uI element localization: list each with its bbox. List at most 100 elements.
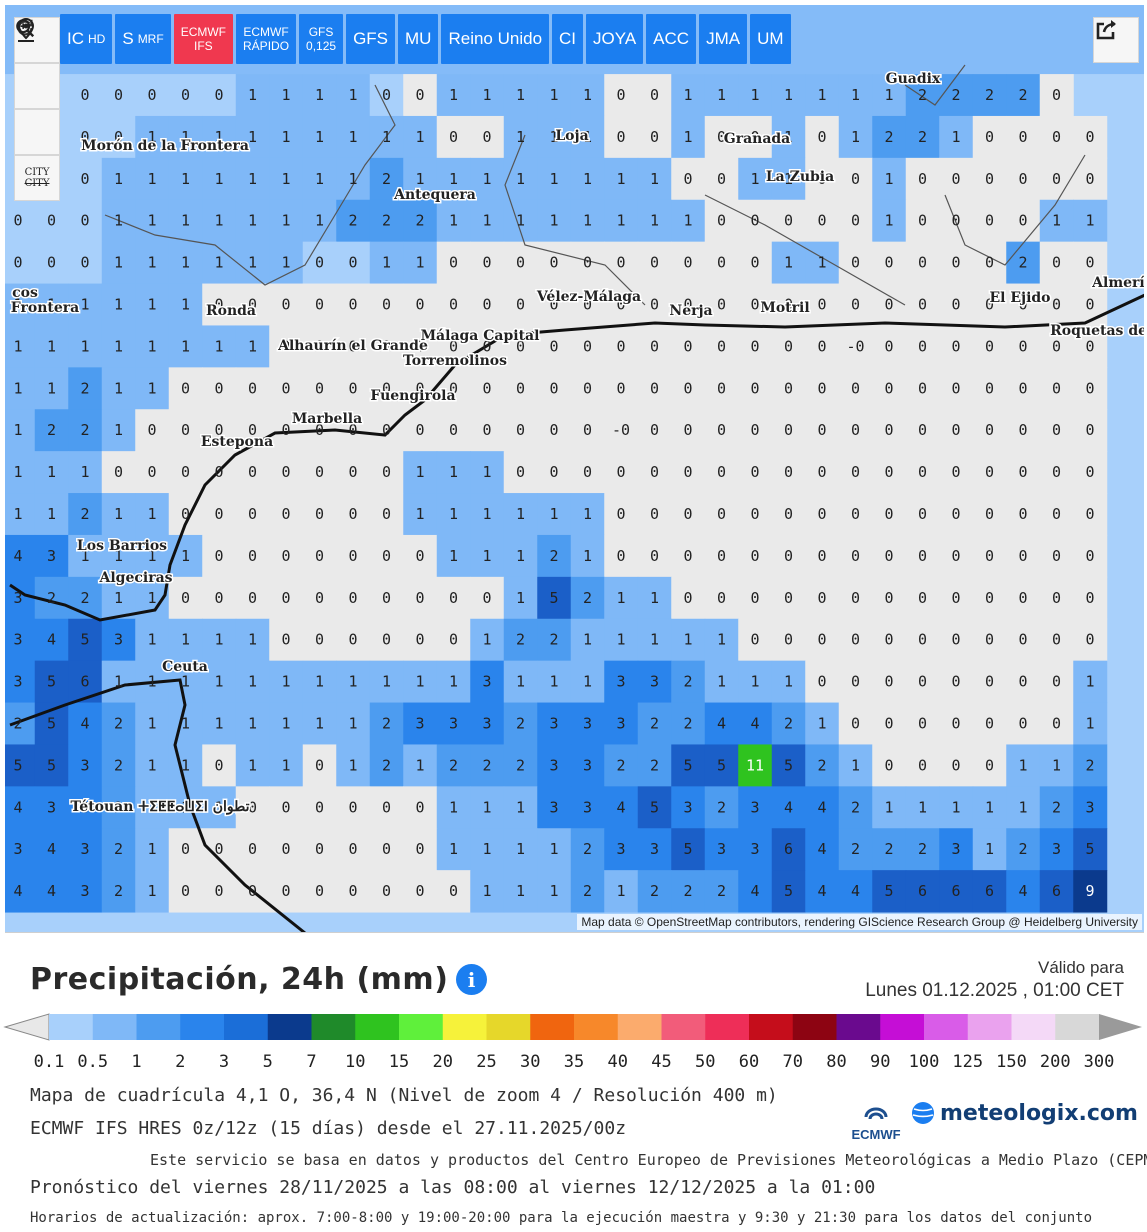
grid-value: 0 [650, 296, 659, 314]
precip-cell [838, 409, 873, 452]
grid-value: 0 [449, 296, 458, 314]
grid-value: 0 [717, 296, 726, 314]
place-label[interactable]: Los Barrios [75, 537, 168, 556]
grid-value: 0 [516, 296, 525, 314]
place-label[interactable]: Ronda [204, 302, 257, 321]
precip-cell [302, 325, 337, 368]
grid-value: 0 [315, 379, 324, 397]
model-button-2[interactable]: ECMWF IFS [173, 14, 234, 64]
place-label[interactable]: Guadix [884, 70, 942, 89]
model-button-9[interactable]: JOYA [586, 14, 644, 64]
place-label[interactable]: Alhaurín el Grande [276, 337, 430, 356]
precip-cell [738, 618, 773, 662]
model-label: Reino Unido [448, 29, 543, 48]
place-label[interactable]: Málaga Capital [419, 327, 541, 346]
precip-cell [269, 241, 304, 285]
place-label[interactable]: Morón de la Frontera [80, 137, 251, 156]
model-button-10[interactable]: ACC [646, 14, 697, 64]
precip-cell [805, 618, 840, 662]
precip-cell [637, 660, 672, 704]
grid-value: 1 [382, 673, 391, 691]
grid-value: 0 [415, 798, 424, 816]
precip-cell [135, 241, 170, 285]
grid-value: 1 [449, 170, 458, 188]
place-label[interactable]: Fuengirola [369, 387, 457, 406]
precip-cell [637, 451, 672, 494]
grid-value: 1 [181, 254, 190, 272]
place-label[interactable]: Roquetas de Mar [1049, 322, 1144, 341]
place-label[interactable]: Marbella [290, 410, 363, 429]
precip-cell [939, 283, 974, 326]
model-button-12[interactable]: UM [750, 14, 791, 64]
model-button-1[interactable]: S MRF [115, 14, 171, 64]
model-button-4[interactable]: GFS 0,125 [299, 14, 344, 64]
precip-cell [771, 618, 806, 662]
precip-cell [570, 325, 605, 368]
grid-value: 1 [181, 715, 190, 733]
grid-value: 0 [750, 212, 759, 230]
place-label[interactable]: Nerja [668, 302, 714, 321]
place-label[interactable]: Granada [722, 130, 792, 149]
precip-cell [135, 367, 170, 410]
precip-cell [537, 74, 572, 117]
place-label[interactable]: Torremolinos [402, 352, 509, 371]
model-button-0[interactable]: IC HD [60, 14, 113, 64]
place-label[interactable]: Ceuta [161, 658, 210, 677]
grid-value: 0 [616, 86, 625, 104]
model-button-3[interactable]: ECMWF RÁPIDO [236, 14, 297, 64]
precip-cell [1073, 325, 1108, 368]
grid-value: 0 [717, 463, 726, 481]
precip-cell [570, 828, 605, 871]
place-label[interactable]: Antequera [392, 186, 478, 205]
grid-value: 0 [717, 505, 726, 523]
place-label[interactable]: La Zubia [764, 168, 835, 187]
precip-cell [269, 660, 304, 704]
grid-value: 0 [985, 170, 994, 188]
scale-tick-label: 60 [738, 1052, 760, 1072]
place-label[interactable]: Estepona [199, 433, 274, 452]
precip-cell [637, 325, 672, 368]
grid-value: 1 [750, 170, 759, 188]
place-label[interactable]: Algeciras [97, 569, 174, 588]
zoom-button[interactable] [14, 19, 60, 155]
grid-value: 0 [583, 254, 592, 272]
map-canvas[interactable]: 0000000111100111110011111112222000001111… [5, 5, 1144, 933]
place-label[interactable]: Almería [1090, 274, 1144, 293]
place-label[interactable]: Motril [759, 299, 811, 318]
precip-cell [671, 199, 706, 243]
precip-cell [738, 702, 773, 745]
grid-value: 0 [985, 463, 994, 481]
model-button-11[interactable]: JMA [699, 14, 748, 64]
precip-cell [738, 157, 773, 201]
precip-cell [704, 157, 739, 201]
share-button[interactable] [1093, 17, 1139, 63]
info-icon[interactable]: i [456, 964, 487, 995]
precip-cell [972, 576, 1007, 620]
grid-value: 0 [616, 379, 625, 397]
model-button-5[interactable]: GFS [346, 14, 396, 64]
location-button[interactable] [14, 17, 60, 109]
precip-cell [570, 618, 605, 662]
grid-value: 3 [482, 715, 491, 733]
model-button-7[interactable]: Reino Unido [441, 14, 550, 64]
place-label[interactable]: Loja [554, 127, 590, 146]
grid-value: 2 [683, 715, 692, 733]
place-label[interactable]: Frontera [9, 299, 80, 318]
grid-value: 1 [382, 128, 391, 146]
grid-value: 0 [683, 589, 692, 607]
grid-value: 0 [784, 631, 793, 649]
grid-value: 0 [1085, 379, 1094, 397]
precipitation-map[interactable]: 0000000111100111110011111112222000001111… [5, 5, 1144, 933]
precip-cell [738, 786, 773, 829]
model-button-8[interactable]: CI [552, 14, 584, 64]
precip-cell [436, 115, 471, 159]
precip-cell [771, 409, 806, 452]
place-label[interactable]: cos [11, 284, 40, 303]
model-button-6[interactable]: MU [398, 14, 439, 64]
place-label[interactable]: Vélez-Málaga [534, 288, 642, 307]
grid-value: 6 [784, 840, 793, 858]
precip-cell [101, 534, 136, 578]
city-toggle-button[interactable]: CITY CITY [14, 155, 60, 201]
place-label[interactable]: Tétouan ⵜⵉⵟⵟⴰⵡⵉⵏ تطوان [69, 798, 251, 817]
place-label[interactable]: El Ejido [988, 289, 1052, 308]
